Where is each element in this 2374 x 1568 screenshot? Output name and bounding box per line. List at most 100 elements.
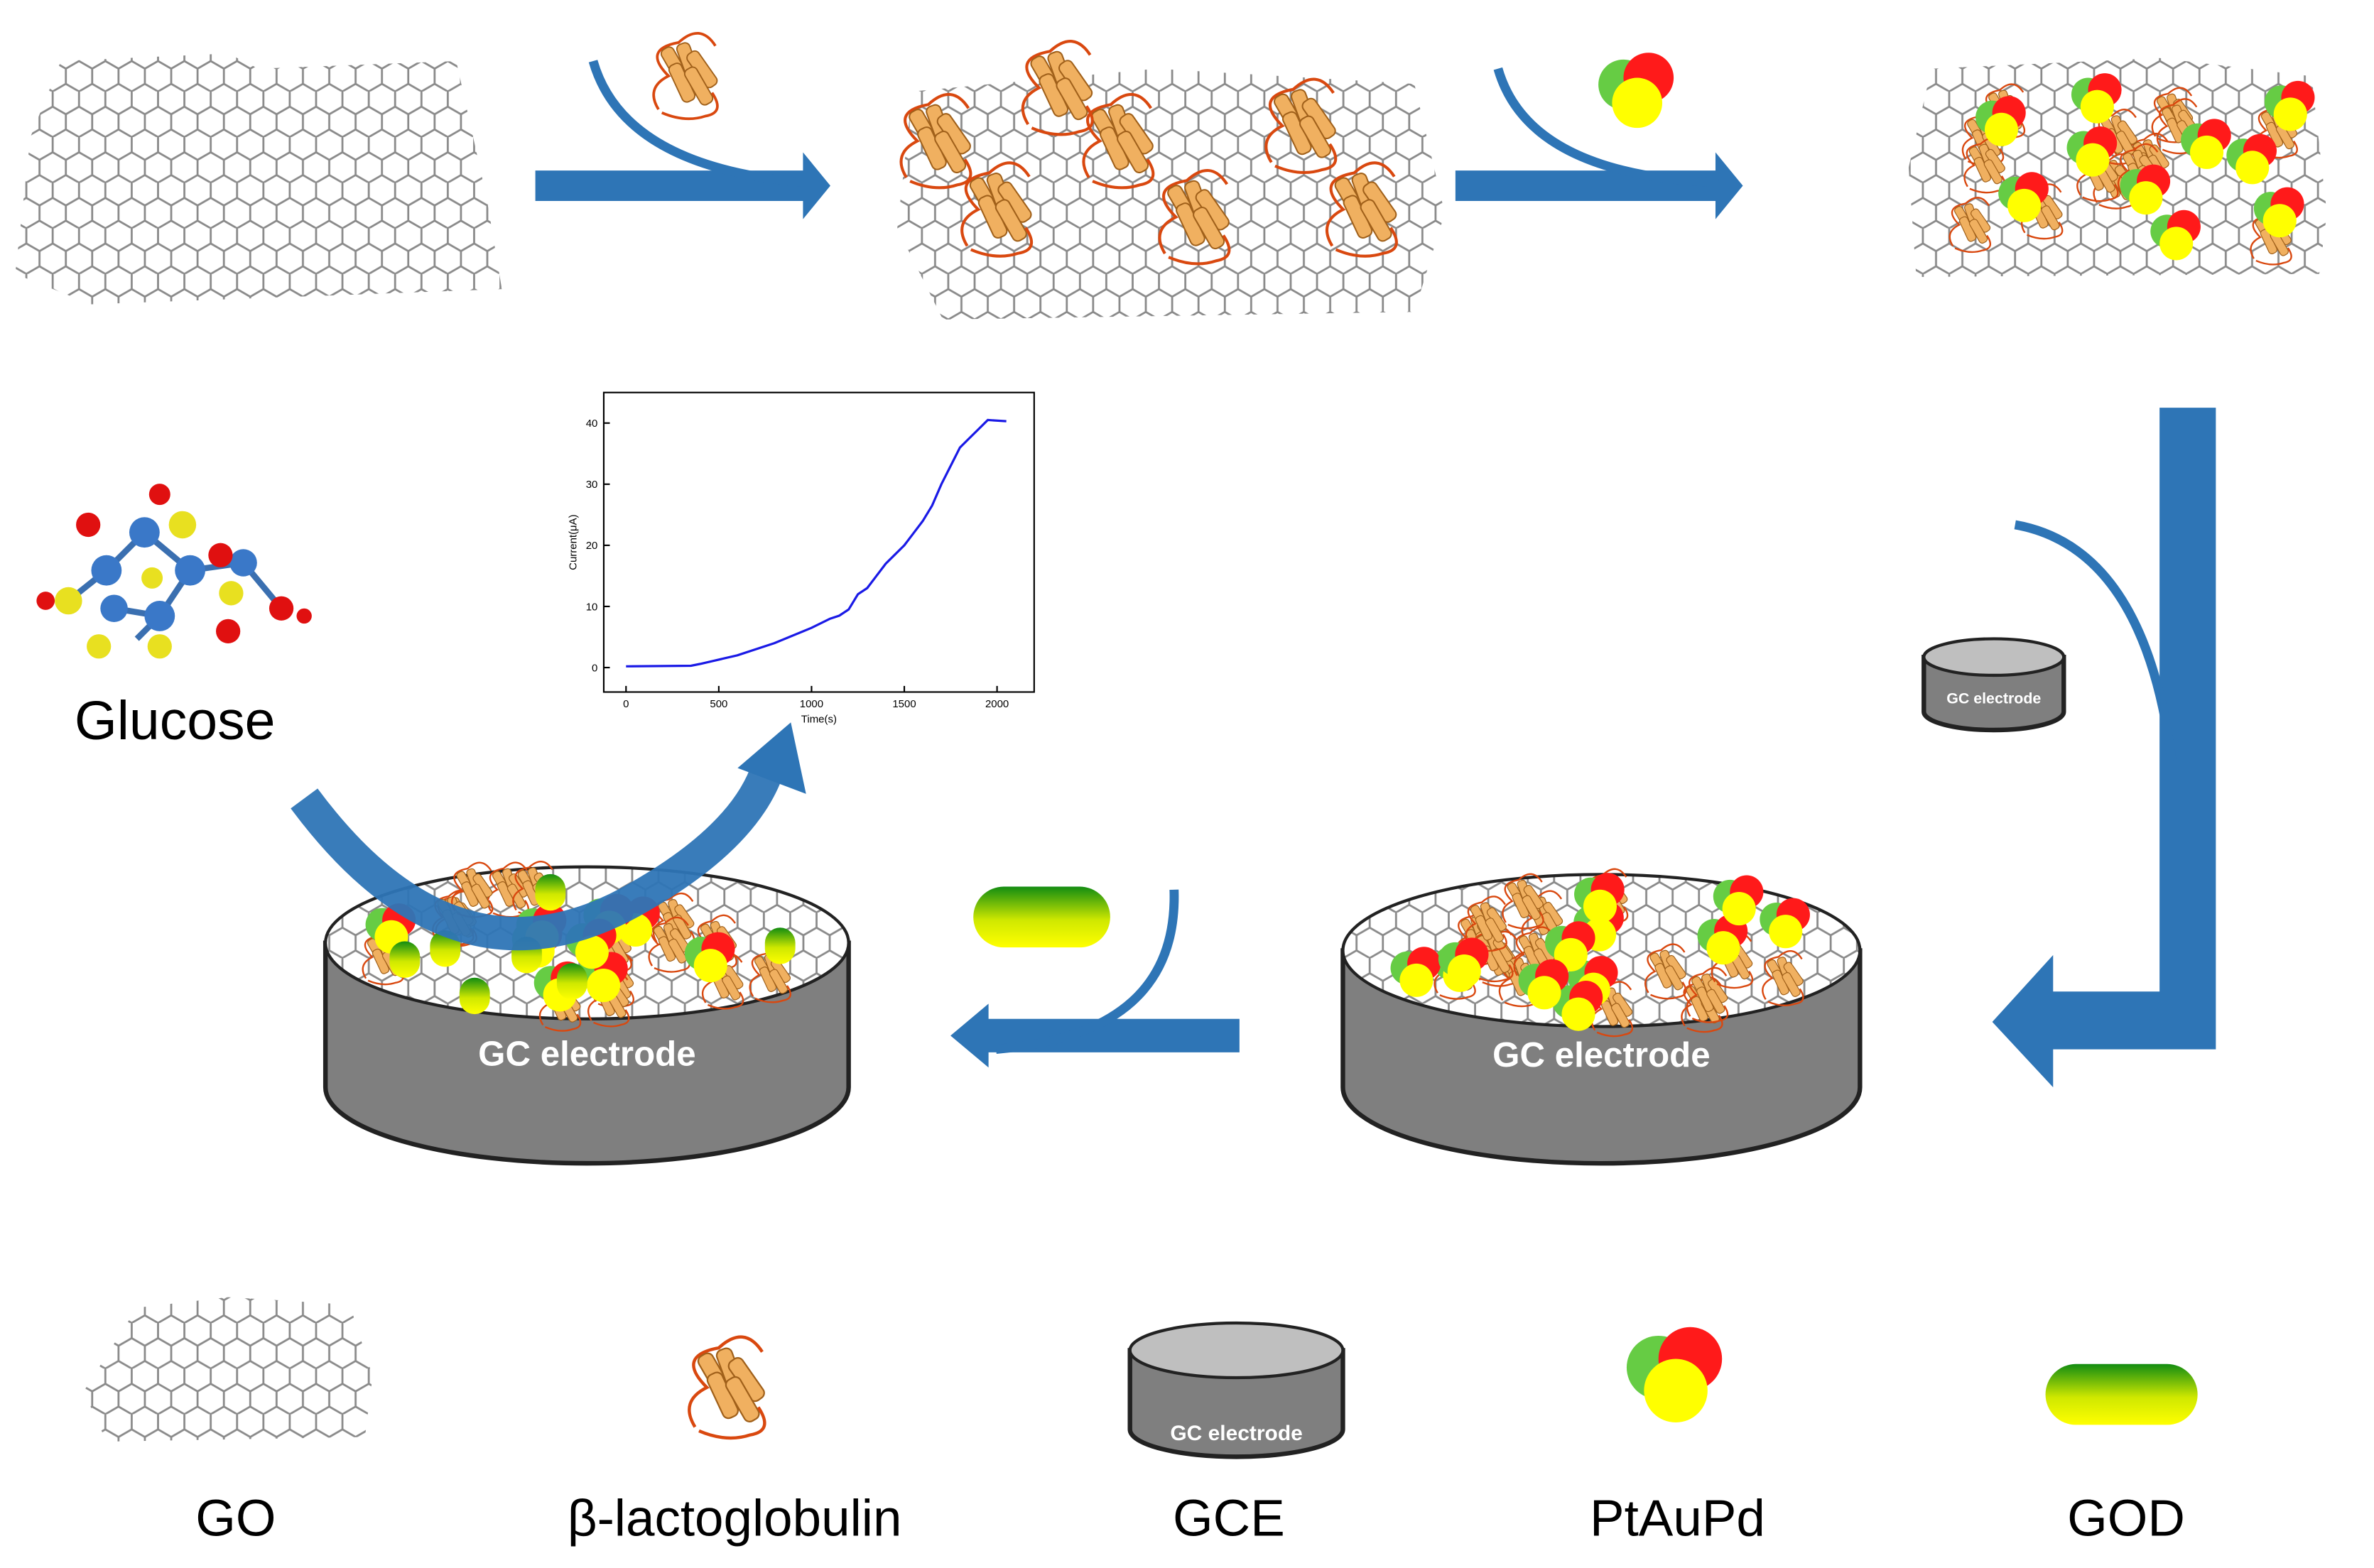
particle-yellow — [2159, 227, 2194, 261]
dynamic-layer: GC electrode GC electrode GC electrode GC e… — [36, 31, 2315, 1459]
protein-coil — [1762, 950, 1803, 1001]
particle-yellow — [1769, 915, 1803, 949]
electrode-body — [1127, 1348, 1345, 1459]
protein-coil — [2255, 247, 2292, 266]
protein — [1264, 77, 1338, 174]
protein-strand — [1611, 1003, 1630, 1028]
ptaupd-particle — [2181, 119, 2231, 169]
ptaupd-particle — [1713, 875, 1764, 926]
particle-yellow — [1644, 1359, 1708, 1422]
ptaupd-particle — [1518, 959, 1569, 1010]
atom — [148, 484, 170, 506]
atom — [219, 581, 244, 606]
protein-strand — [2041, 205, 2060, 231]
electrode-body — [1922, 655, 2066, 733]
protein-coil — [1274, 143, 1338, 174]
protein-strand — [722, 975, 741, 1001]
protein-strand — [725, 1376, 760, 1422]
protein-coil — [1477, 964, 1514, 983]
curve — [2014, 520, 2177, 761]
protein-strand — [1485, 918, 1505, 943]
protein-coil — [512, 861, 553, 911]
protein-coil — [1716, 970, 1754, 989]
y-axis-label: Current(μA) — [567, 514, 579, 570]
particle-yellow — [1984, 112, 2019, 146]
atom — [229, 549, 257, 577]
protein-coil — [1507, 911, 1544, 930]
electrode-top — [1922, 637, 2066, 677]
protein-coil — [1021, 40, 1092, 126]
protein-coil — [960, 161, 1031, 247]
protein-coil — [1168, 234, 1231, 266]
go-icon — [83, 1297, 373, 1442]
protein-strand — [934, 130, 967, 174]
decor — [15, 53, 2327, 1442]
particle-yellow — [2262, 204, 2297, 238]
protein-coil — [1082, 92, 1152, 179]
protein-coil — [1691, 1005, 1729, 1023]
protein-coil — [1325, 161, 1396, 247]
y-tick-label: 30 — [586, 479, 598, 491]
protein — [1948, 197, 1992, 254]
particle-yellow — [575, 935, 609, 969]
legend-label: GO — [195, 1490, 276, 1547]
y-tick-label: 20 — [586, 540, 598, 552]
x-tick-label: 1000 — [800, 698, 823, 710]
particle-yellow — [2080, 89, 2114, 124]
arrow — [950, 1003, 1240, 1068]
protein — [960, 161, 1034, 258]
particle-yellow — [1527, 976, 1561, 1010]
protein-coil — [1767, 988, 1804, 1007]
protein-coil — [593, 1009, 630, 1028]
protein — [749, 947, 791, 1003]
protein-coil — [698, 1406, 766, 1440]
god-particle — [459, 977, 490, 1015]
legend: GO β-lactoglobulin GCE PtAuPd GOD — [195, 1490, 2185, 1547]
legend-label: GCE — [1173, 1490, 1285, 1547]
electrode-top — [1128, 1321, 1345, 1380]
protein-strand — [1117, 130, 1149, 174]
inset-background — [494, 361, 1133, 738]
ptaupd-particle — [2253, 187, 2304, 238]
x-tick-label: 2000 — [985, 698, 1009, 710]
protein-coil — [754, 985, 791, 1003]
particle-yellow — [2235, 151, 2270, 185]
particle-yellow — [1722, 892, 1756, 926]
protein-strand — [1706, 989, 1725, 1014]
ptaupd-particle — [365, 903, 416, 954]
protein-strand — [673, 914, 692, 940]
protein-strand — [2115, 130, 2135, 156]
ptaupd-particle — [2226, 134, 2277, 185]
protein-strand — [1360, 199, 1392, 242]
protein-coil — [1686, 967, 1728, 1017]
arrow — [291, 762, 784, 951]
protein-coil — [2027, 222, 2064, 240]
electrode-label: GC electrode — [478, 1035, 695, 1074]
electrode-label: GC electrode — [1946, 690, 2041, 707]
protein — [652, 31, 719, 121]
particle-yellow — [693, 949, 727, 983]
particle-yellow — [1399, 963, 1433, 997]
atom — [141, 567, 163, 589]
atom — [208, 543, 233, 567]
protein — [1502, 873, 1544, 930]
ptaupd-particle — [1438, 937, 1489, 989]
ptaupd-particle — [2066, 126, 2118, 177]
ptaupd-particle — [2120, 164, 2171, 215]
particle-yellow — [2007, 188, 2042, 222]
protein-coil — [1264, 77, 1335, 163]
protein-strand — [1193, 207, 1225, 250]
protein-coil — [652, 31, 717, 111]
protein-coil — [707, 991, 744, 1010]
protein-coil — [1650, 981, 1687, 1000]
particle-yellow — [1561, 997, 1595, 1031]
atom — [168, 511, 197, 539]
protein-strand — [1056, 77, 1088, 121]
y-tick-label: 0 — [592, 662, 597, 674]
atom — [129, 517, 160, 548]
protein-coil — [487, 861, 529, 912]
protein-coil — [970, 227, 1034, 258]
protein — [1158, 169, 1231, 266]
ptaupd-particle — [2150, 209, 2201, 261]
protein-strand — [683, 66, 714, 106]
